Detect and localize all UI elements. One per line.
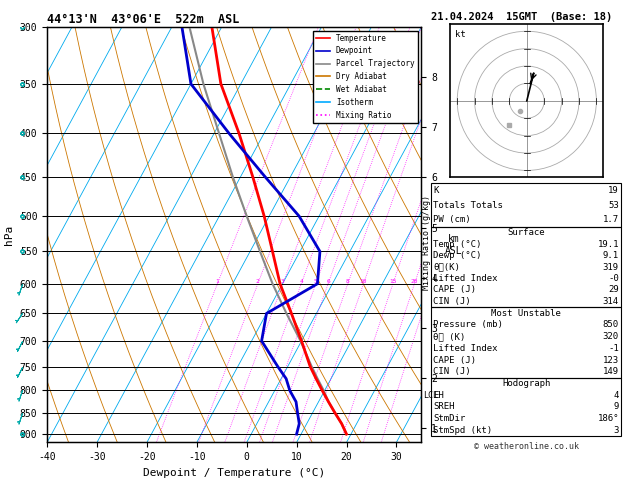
Text: 4: 4 bbox=[613, 391, 619, 399]
Text: Totals Totals: Totals Totals bbox=[433, 201, 503, 209]
Text: 4: 4 bbox=[299, 279, 303, 284]
Text: 53: 53 bbox=[608, 201, 619, 209]
Text: CIN (J): CIN (J) bbox=[433, 367, 471, 376]
Text: 3: 3 bbox=[281, 279, 285, 284]
Text: -0: -0 bbox=[608, 274, 619, 283]
Text: 186°: 186° bbox=[598, 414, 619, 423]
Text: 123: 123 bbox=[603, 355, 619, 364]
Text: 29: 29 bbox=[608, 285, 619, 295]
Text: 21.04.2024  15GMT  (Base: 18): 21.04.2024 15GMT (Base: 18) bbox=[431, 12, 612, 22]
Text: 15: 15 bbox=[389, 279, 397, 284]
Text: PW (cm): PW (cm) bbox=[433, 215, 471, 224]
Text: Lifted Index: Lifted Index bbox=[433, 344, 498, 353]
Text: Dewp (°C): Dewp (°C) bbox=[433, 251, 482, 260]
Text: 314: 314 bbox=[603, 297, 619, 306]
Text: StmSpd (kt): StmSpd (kt) bbox=[433, 426, 493, 434]
Text: K: K bbox=[433, 186, 439, 195]
Text: 1.7: 1.7 bbox=[603, 215, 619, 224]
Text: 319: 319 bbox=[603, 262, 619, 272]
Text: 1: 1 bbox=[216, 279, 220, 284]
Y-axis label: km
ASL: km ASL bbox=[445, 235, 462, 256]
Text: kt: kt bbox=[455, 31, 465, 39]
Text: 8: 8 bbox=[346, 279, 350, 284]
Y-axis label: hPa: hPa bbox=[4, 225, 14, 244]
Text: Hodograph: Hodograph bbox=[502, 379, 550, 388]
Text: Most Unstable: Most Unstable bbox=[491, 309, 561, 317]
Text: © weatheronline.co.uk: © weatheronline.co.uk bbox=[474, 442, 579, 451]
Text: 9.1: 9.1 bbox=[603, 251, 619, 260]
Text: 9: 9 bbox=[613, 402, 619, 411]
Text: 3: 3 bbox=[613, 426, 619, 434]
Text: CAPE (J): CAPE (J) bbox=[433, 355, 476, 364]
Text: Lifted Index: Lifted Index bbox=[433, 274, 498, 283]
Text: 149: 149 bbox=[603, 367, 619, 376]
Text: θᴄ(K): θᴄ(K) bbox=[433, 262, 460, 272]
Text: 20: 20 bbox=[411, 279, 418, 284]
Text: LCL: LCL bbox=[423, 391, 438, 399]
Text: 850: 850 bbox=[603, 320, 619, 330]
Text: -1: -1 bbox=[608, 344, 619, 353]
Text: StmDir: StmDir bbox=[433, 414, 465, 423]
Text: Temp (°C): Temp (°C) bbox=[433, 240, 482, 249]
Text: 2: 2 bbox=[256, 279, 260, 284]
Text: 320: 320 bbox=[603, 332, 619, 341]
Text: Pressure (mb): Pressure (mb) bbox=[433, 320, 503, 330]
Text: 19.1: 19.1 bbox=[598, 240, 619, 249]
Text: Surface: Surface bbox=[508, 228, 545, 237]
Text: EH: EH bbox=[433, 391, 444, 399]
Text: 5: 5 bbox=[314, 279, 318, 284]
Text: 6: 6 bbox=[326, 279, 330, 284]
Text: CAPE (J): CAPE (J) bbox=[433, 285, 476, 295]
Text: 10: 10 bbox=[360, 279, 367, 284]
Text: SREH: SREH bbox=[433, 402, 455, 411]
Text: 19: 19 bbox=[608, 186, 619, 195]
Legend: Temperature, Dewpoint, Parcel Trajectory, Dry Adiabat, Wet Adiabat, Isotherm, Mi: Temperature, Dewpoint, Parcel Trajectory… bbox=[313, 31, 418, 122]
Text: CIN (J): CIN (J) bbox=[433, 297, 471, 306]
Text: 44°13'N  43°06'E  522m  ASL: 44°13'N 43°06'E 522m ASL bbox=[47, 13, 240, 26]
Text: Mixing Ratio (g/kg): Mixing Ratio (g/kg) bbox=[422, 195, 431, 291]
X-axis label: Dewpoint / Temperature (°C): Dewpoint / Temperature (°C) bbox=[143, 468, 325, 478]
Text: θᴄ (K): θᴄ (K) bbox=[433, 332, 465, 341]
